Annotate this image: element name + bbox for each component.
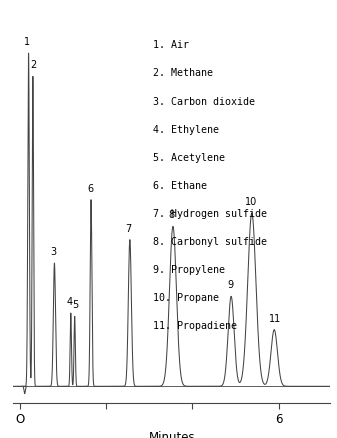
Text: 3: 3 bbox=[50, 247, 56, 257]
Text: 2: 2 bbox=[30, 60, 37, 71]
Text: 10: 10 bbox=[245, 197, 257, 207]
Text: 6: 6 bbox=[87, 184, 93, 194]
Text: 11. Propadiene: 11. Propadiene bbox=[153, 321, 237, 331]
Text: 1: 1 bbox=[24, 37, 31, 47]
Text: 9. Propylene: 9. Propylene bbox=[153, 265, 225, 275]
Text: 5. Acetylene: 5. Acetylene bbox=[153, 153, 225, 162]
Text: 5: 5 bbox=[72, 300, 79, 311]
Text: 10. Propane: 10. Propane bbox=[153, 293, 219, 303]
X-axis label: Minutes: Minutes bbox=[149, 431, 195, 438]
Text: 1. Air: 1. Air bbox=[153, 40, 189, 50]
Text: 9: 9 bbox=[227, 280, 233, 290]
Text: 8. Carbonyl sulfide: 8. Carbonyl sulfide bbox=[153, 237, 267, 247]
Text: 4: 4 bbox=[67, 297, 73, 307]
Text: 8: 8 bbox=[168, 210, 175, 220]
Text: 4. Ethylene: 4. Ethylene bbox=[153, 125, 219, 134]
Text: 2. Methane: 2. Methane bbox=[153, 68, 213, 78]
Text: 11: 11 bbox=[269, 314, 281, 324]
Text: 7. Hydrogen sulfide: 7. Hydrogen sulfide bbox=[153, 209, 267, 219]
Text: 3. Carbon dioxide: 3. Carbon dioxide bbox=[153, 96, 255, 106]
Text: 6. Ethane: 6. Ethane bbox=[153, 181, 207, 191]
Text: 7: 7 bbox=[126, 224, 132, 234]
